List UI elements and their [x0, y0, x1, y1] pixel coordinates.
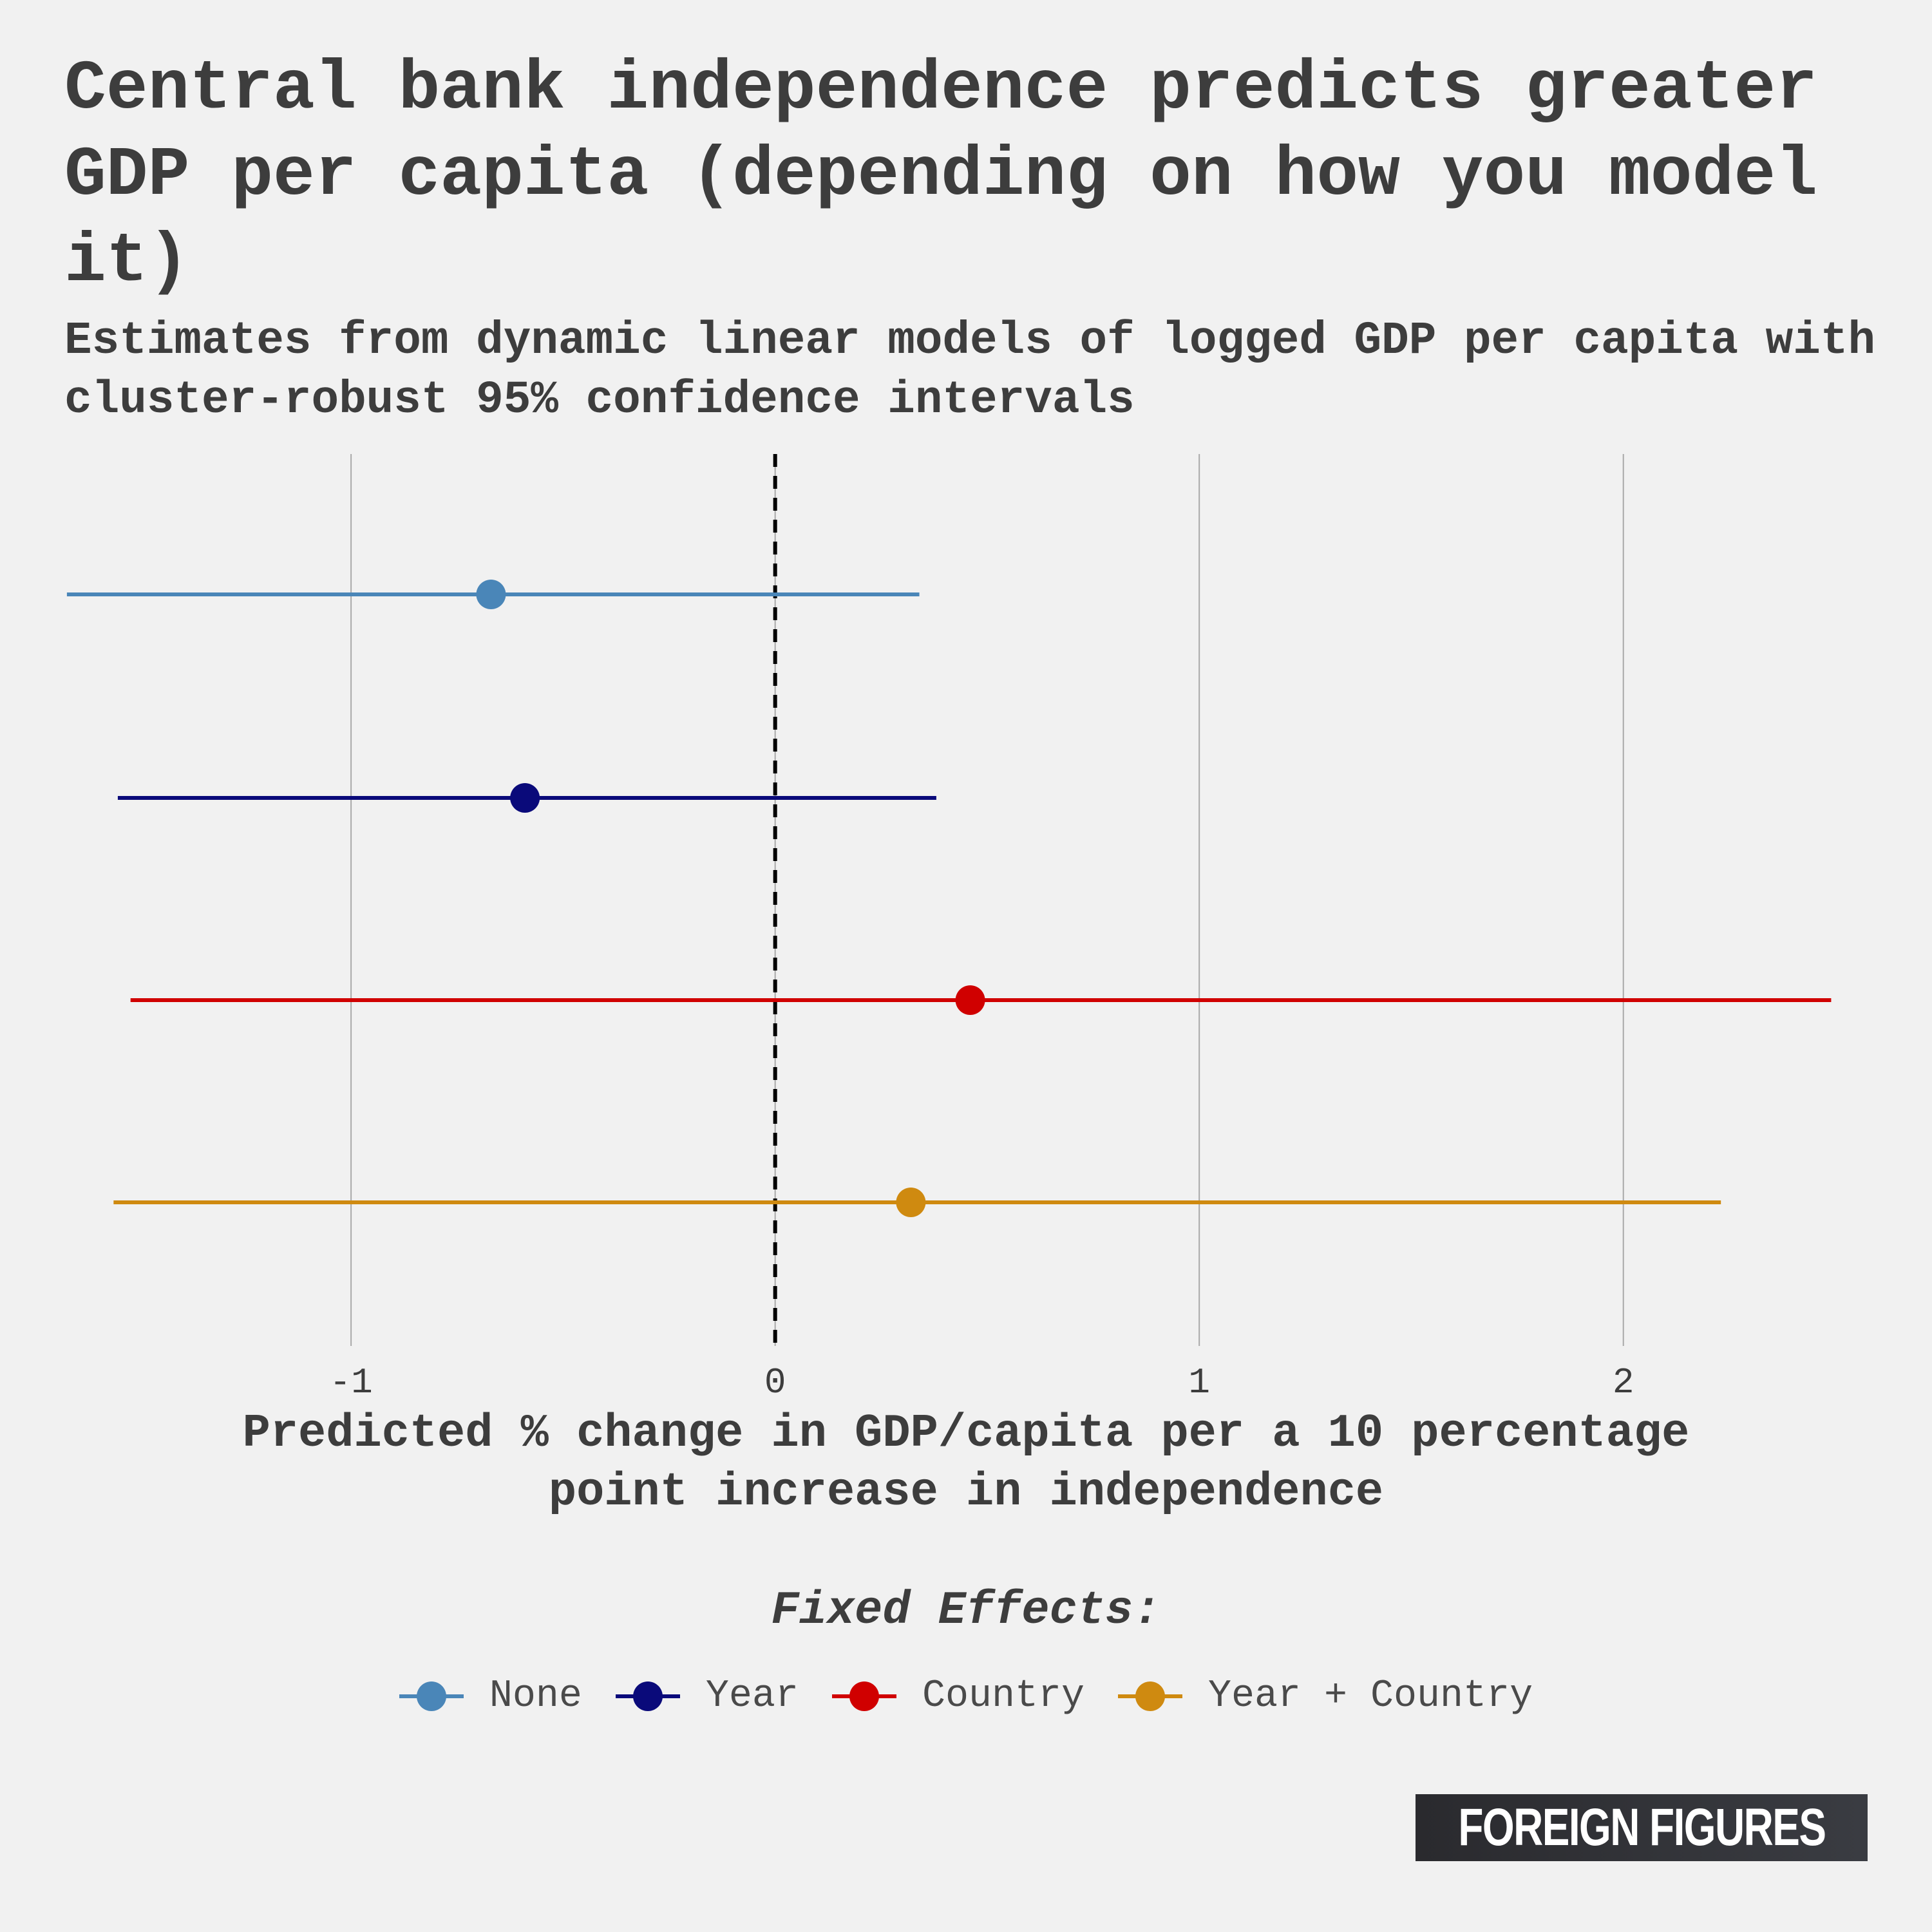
legend-item: Year: [615, 1674, 799, 1718]
legend-item: Year + Country: [1118, 1674, 1533, 1718]
logo-text: FOREIGN FIGURES: [1457, 1798, 1826, 1857]
legend-label: Year + Country: [1208, 1674, 1533, 1718]
x-tick-label: 2: [1613, 1362, 1634, 1403]
x-axis-label: Predicted % change in GDP/capita per a 1…: [243, 1407, 1690, 1519]
legend-item: None: [399, 1674, 582, 1718]
foreign-figures-logo: FOREIGN FIGURES: [1416, 1794, 1868, 1861]
legend: None Year Country Year + Country: [0, 1674, 1932, 1718]
x-tick-label: 1: [1188, 1362, 1210, 1403]
x-tick-label: 0: [764, 1362, 786, 1403]
legend-item: Country: [831, 1674, 1084, 1718]
estimate-point-country: [955, 985, 985, 1015]
x-tick-label: -1: [330, 1362, 373, 1403]
legend-key-icon: [1118, 1681, 1182, 1711]
estimate-point-none: [476, 580, 506, 609]
legend-key-icon: [831, 1681, 896, 1711]
legend-label: None: [489, 1674, 582, 1718]
chart-subtitle: Estimates from dynamic linear models of …: [64, 316, 1876, 426]
legend-label: Country: [922, 1674, 1084, 1718]
legend-key-icon: [615, 1681, 680, 1711]
legend-key-icon: [399, 1681, 464, 1711]
legend-title: Fixed Effects:: [771, 1584, 1161, 1637]
chart-title: Central bank independence predicts great…: [64, 50, 1818, 301]
legend-label: Year: [705, 1674, 799, 1718]
estimate-point-year: [510, 783, 540, 813]
estimate-point-year-country: [896, 1188, 926, 1217]
